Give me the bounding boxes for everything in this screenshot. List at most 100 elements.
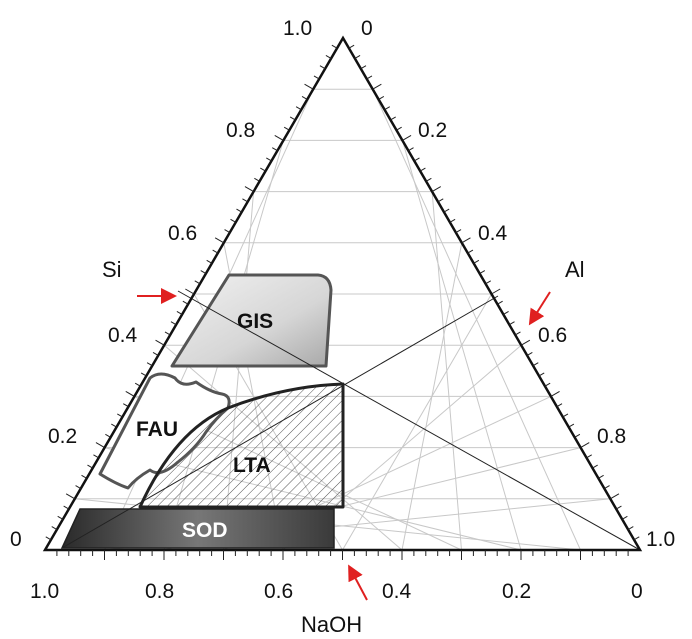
axis-title-naoh: NaOH — [301, 612, 362, 637]
tick-mark-left — [81, 474, 87, 479]
tick-mark-right — [408, 147, 414, 152]
tick-mark-right — [574, 433, 581, 438]
tick-mark-right — [348, 44, 355, 49]
tick-mark-left — [301, 96, 308, 100]
tick-mark-right — [455, 229, 462, 233]
tick-mark-right — [515, 331, 521, 336]
tick-mark-left — [271, 147, 278, 152]
tick-mark-left — [176, 311, 183, 315]
tick-mark-left — [194, 280, 201, 285]
tick-mark-left — [122, 403, 129, 408]
tick-mark-right — [544, 382, 551, 387]
tick-mark-left — [146, 362, 153, 367]
tick-mark-left — [140, 372, 147, 377]
si-tick-label: 0 — [10, 528, 22, 551]
tick-mark-right — [366, 75, 373, 80]
tick-mark-right — [580, 442, 590, 449]
si-tick-label: 0.6 — [168, 222, 197, 245]
tick-mark-left — [75, 485, 82, 489]
tick-mark-right — [627, 526, 634, 530]
tick-mark-left — [304, 83, 314, 90]
axis-title-si: Si — [102, 257, 122, 282]
tick-mark-left — [134, 382, 141, 387]
si-tick-label: 0.4 — [108, 324, 138, 347]
tick-mark-left — [206, 259, 213, 264]
tick-mark-right — [633, 536, 640, 541]
si-tick-label: 0.8 — [226, 119, 255, 142]
tick-mark-right — [437, 198, 444, 203]
naoh-tick-label: 0.8 — [145, 580, 174, 603]
tick-mark-left — [164, 331, 171, 336]
tick-mark-left — [105, 433, 111, 438]
tick-mark-right — [562, 413, 569, 418]
tick-mark-right — [509, 321, 515, 326]
tick-mark-right — [449, 218, 456, 223]
tick-mark-right — [520, 339, 531, 346]
axis-title-al: Al — [565, 257, 585, 282]
grid-line — [401, 140, 522, 551]
grid-line — [342, 293, 492, 551]
al-tick-label: 0.6 — [538, 324, 567, 347]
tick-mark-left — [236, 208, 242, 213]
tick-mark-right — [598, 474, 604, 479]
naoh-tick-label: 0.4 — [382, 580, 412, 603]
tick-mark-right — [491, 288, 501, 295]
tick-mark-right — [473, 259, 480, 264]
region-gis — [170, 273, 333, 368]
tick-mark-left — [214, 237, 225, 244]
tick-mark-right — [378, 96, 385, 100]
naoh-tick-label: 0.2 — [502, 580, 531, 603]
arrow-naoh — [348, 564, 368, 601]
tick-mark-right — [419, 167, 426, 172]
tick-mark-right — [390, 116, 396, 121]
tick-mark-right — [592, 464, 598, 469]
tick-mark-right — [384, 106, 391, 111]
tick-mark-right — [354, 55, 361, 59]
guide-line-bottom-to-right — [61, 295, 499, 549]
tick-mark-right — [621, 515, 628, 520]
tick-mark-left — [93, 454, 99, 459]
tick-mark-right — [396, 126, 402, 131]
tick-mark-left — [65, 493, 76, 500]
region-label-sod: SOD — [182, 519, 228, 542]
tick-mark-left — [244, 186, 254, 193]
tick-mark-left — [63, 505, 70, 510]
tick-mark-left — [212, 249, 219, 254]
tick-mark-left — [230, 218, 236, 223]
si-tick-label: 0.2 — [48, 425, 77, 448]
tick-mark-right — [467, 249, 474, 254]
naoh-tick-label: 1.0 — [30, 580, 59, 603]
region-label-lta: LTA — [233, 454, 271, 477]
tick-mark-right — [414, 157, 420, 162]
tick-mark-left — [152, 352, 159, 356]
naoh-tick-label: 0.6 — [264, 580, 293, 603]
al-tick-label: 0.4 — [478, 222, 508, 245]
tick-mark-left — [51, 526, 58, 530]
tick-mark-right — [532, 362, 539, 367]
grid-line — [401, 242, 463, 551]
guide-line-left-to-right-corner — [177, 290, 641, 551]
tick-mark-right — [556, 403, 563, 408]
tick-mark-left — [95, 442, 105, 449]
region-sod — [60, 508, 335, 549]
arrow-al — [528, 291, 551, 326]
tick-mark-right — [372, 83, 382, 90]
si-tick-label: 1.0 — [283, 17, 312, 40]
grid-line — [431, 191, 462, 551]
al-tick-label: 0.8 — [597, 425, 626, 448]
tick-mark-right — [360, 65, 367, 70]
tick-mark-left — [185, 288, 195, 295]
tick-mark-left — [260, 167, 266, 172]
tick-mark-left — [224, 229, 231, 233]
tick-mark-left — [57, 515, 64, 520]
tick-mark-left — [45, 536, 52, 541]
tick-mark-left — [182, 300, 189, 305]
grid-line — [372, 88, 581, 551]
tick-mark-right — [610, 493, 620, 500]
tick-mark-right — [461, 237, 471, 244]
tick-mark-right — [443, 208, 450, 213]
tick-mark-left — [87, 464, 93, 469]
tick-mark-left — [283, 126, 290, 131]
tick-mark-right — [402, 134, 412, 141]
